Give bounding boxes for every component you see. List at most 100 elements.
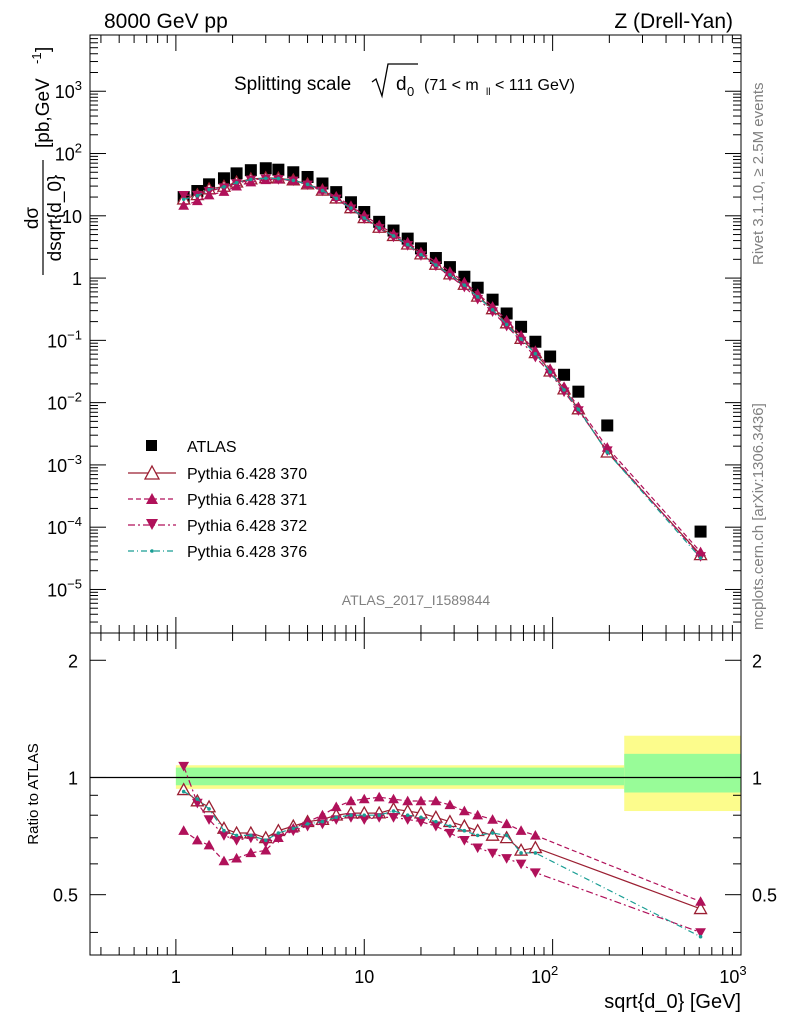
ratio-ytick-label-right: 0.5 <box>752 886 777 906</box>
ratio-1-point <box>373 791 385 802</box>
legend-label-376: Pythia 6.428 376 <box>187 544 307 561</box>
header-left: 8000 GeV pp <box>104 10 228 33</box>
ratio-panel-frame <box>89 632 742 956</box>
plot-title-var-sub: 0 <box>407 84 414 99</box>
series-0-point <box>471 281 484 294</box>
plot-title-range: (71 < m <box>424 77 479 94</box>
ratio-2-point <box>515 859 527 870</box>
y-label-unit: [pb,GeV <box>33 78 54 148</box>
series-4-point <box>576 407 581 412</box>
ratio-1-point <box>345 795 357 806</box>
mcplots-url-label: mcplots.cern.ch [arXiv:1306.3436] <box>750 403 767 630</box>
ratio-3-point <box>490 831 495 835</box>
series-4-point <box>419 252 423 257</box>
series-4-point <box>334 196 339 201</box>
ratio-1-point <box>191 834 203 845</box>
top-ytick-label: 10−5 <box>47 576 82 600</box>
ratio-2-point <box>529 868 541 878</box>
x-tick-label: 10 <box>354 967 374 987</box>
series-4-point <box>405 242 410 247</box>
series-3-point <box>487 307 498 317</box>
ratio-3-point <box>504 833 509 838</box>
ratio-ytick-label: 0.5 <box>53 886 78 906</box>
ratio-3-point <box>334 815 339 820</box>
series-3-point <box>178 191 190 201</box>
ratio-1-point <box>415 795 427 806</box>
series-4-point <box>434 263 438 267</box>
legend-marker-372 <box>146 519 158 530</box>
ratio-ytick-label-right: 1 <box>752 768 762 788</box>
y-label-num: dσ <box>22 207 43 230</box>
ratio-ytick-label: 2 <box>68 651 78 671</box>
ratio-2-point <box>358 815 370 825</box>
ratio-2-point <box>203 815 215 825</box>
x-tick-label: 102 <box>531 963 558 987</box>
ratio-1-point <box>458 805 470 816</box>
ratio-0-point <box>176 782 191 796</box>
y-label-den: dsqrt{d_0} <box>45 175 66 262</box>
ratio-ytick-label: 1 <box>68 768 78 788</box>
legend-marker-370 <box>143 464 161 480</box>
ratio-1-point <box>388 793 399 804</box>
series-4-point <box>222 185 226 189</box>
series-4-point <box>234 180 239 185</box>
ratio-3-point <box>462 828 467 833</box>
ratio-3-point <box>391 809 396 813</box>
series-4-point <box>533 351 538 356</box>
series-0-point <box>217 172 230 185</box>
legend: ATLAS Pythia 6.428 370 Pythia 6.428 371 … <box>128 439 307 561</box>
top-ytick-label: 102 <box>55 141 82 165</box>
legend-marker-atlas <box>146 440 157 451</box>
series-4-point <box>181 197 186 202</box>
series-4-point <box>548 370 552 374</box>
series-4-point <box>475 295 480 299</box>
top-ytick-label: 10−3 <box>47 452 82 476</box>
ratio-3-point <box>234 833 239 838</box>
ratio-1-point <box>444 799 456 810</box>
x-axis-label: sqrt{d_0} [GeV] <box>604 991 741 1013</box>
ratio-line-3 <box>183 791 701 938</box>
header-right: Z (Drell-Yan) <box>614 10 733 33</box>
top-ytick-label: 10−1 <box>47 327 82 351</box>
ratio-2-point <box>444 828 456 839</box>
ratio-3-point <box>291 826 296 831</box>
ratio-2-point <box>178 761 190 772</box>
ratio-line-2 <box>183 765 701 933</box>
series-3-point <box>515 336 527 347</box>
ratio-1-point <box>260 844 272 855</box>
ratio-1-point <box>245 847 257 858</box>
ratio-3-point <box>362 813 367 818</box>
ratio-2-point <box>272 833 284 844</box>
series-4-point <box>349 206 353 210</box>
plot-title-range-end: < 111 GeV) <box>495 77 575 94</box>
ratio-3-point <box>434 819 438 824</box>
ratio-3-point <box>181 789 186 794</box>
series-4-point <box>320 188 325 193</box>
series-2-point <box>178 200 190 210</box>
series-0-point <box>244 164 257 177</box>
ratio-2-point <box>388 813 399 823</box>
plot-title: Splitting scale d 0 (71 < m ll < 111 GeV… <box>234 63 575 99</box>
series-0-point <box>529 335 542 348</box>
ratio-1-point <box>695 896 706 906</box>
data-series <box>176 162 708 562</box>
series-3-point <box>529 352 541 363</box>
series-4-point <box>698 556 703 560</box>
ratio-1-point <box>515 825 527 835</box>
series-4-point <box>276 176 281 181</box>
ratio-uncertainty-bands <box>90 735 741 812</box>
ratio-series <box>176 761 708 939</box>
ratio-1-point <box>330 801 342 812</box>
ratio-3-point <box>249 833 253 838</box>
ratio-2-point <box>695 928 706 938</box>
ratio-2-point <box>231 836 242 846</box>
ratio-2-point <box>287 826 299 837</box>
series-4-point <box>263 176 268 181</box>
ratio-3-point <box>349 813 353 818</box>
series-0-point <box>601 419 614 432</box>
ratio-2-point <box>415 817 427 828</box>
series-0-point <box>558 368 571 381</box>
series-4-point <box>249 177 253 182</box>
